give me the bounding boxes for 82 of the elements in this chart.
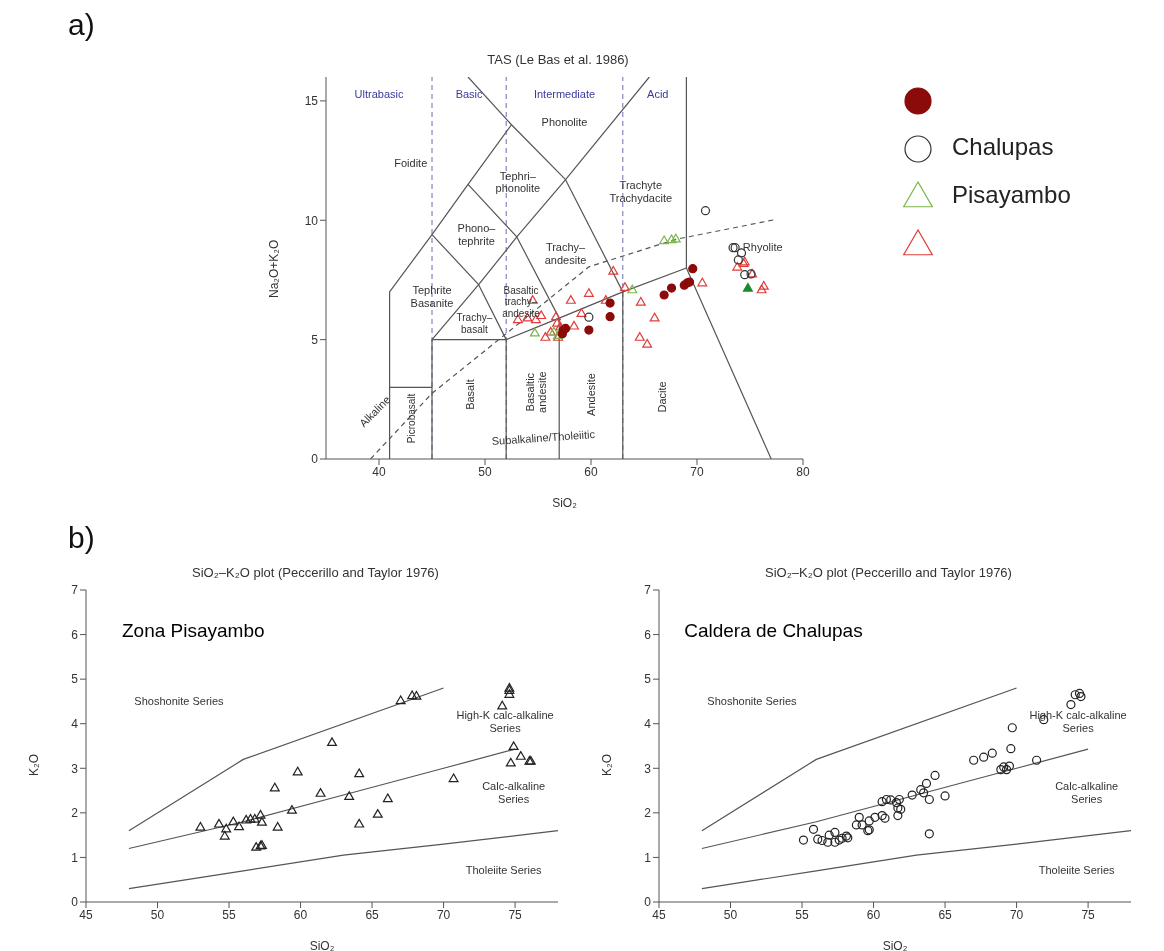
y-tick-label: 5 <box>71 672 79 687</box>
annotation: Ultrabasic <box>354 87 404 100</box>
x-tick-label: 45 <box>79 907 93 922</box>
x-tick-label: 80 <box>796 464 810 479</box>
annotation: Shoshonite Series <box>134 695 225 708</box>
x-tick-label: 65 <box>938 907 953 922</box>
annotation: Basic <box>455 87 484 100</box>
y-tick-label: 0 <box>311 452 319 467</box>
annotation: Basalt <box>464 379 477 410</box>
x-axis-title: SiO₂ <box>882 939 908 951</box>
y-tick-label: 7 <box>71 583 79 598</box>
annotation: Andesite <box>585 373 597 416</box>
text: a) <box>68 8 95 41</box>
annotation: Calc-alkaline Series <box>482 780 546 806</box>
y-tick-label: 3 <box>71 761 79 776</box>
x-axis-title: SiO₂ <box>552 496 578 510</box>
annotation: High-K calc-alkaline Series <box>456 709 554 734</box>
y-tick-label: 7 <box>644 583 652 598</box>
annotation: Calc-alkaline Series <box>1055 780 1119 806</box>
x-tick-label: 50 <box>723 907 738 922</box>
x-tick-label: 55 <box>222 907 237 922</box>
x-tick-label: 50 <box>150 907 165 922</box>
chart-title: TAS (Le Bas et al. 1986) <box>486 52 630 67</box>
y-tick-label: 1 <box>71 850 79 865</box>
annotation: Intermediate <box>533 87 596 100</box>
annotation: Tholeiite Series <box>1038 863 1116 876</box>
chart-title: SiO₂–K₂O plot (Peccerillo and Taylor 1976) <box>191 565 440 580</box>
y-tick-label: 4 <box>644 716 652 731</box>
annotation: Basaltic trachy– andesite <box>502 284 541 319</box>
chart-title: SiO₂–K₂O plot (Peccerillo and Taylor 1976) <box>764 565 1013 580</box>
annotation: Zona Pisayambo <box>121 619 265 641</box>
annotation: Trachyte Trachydacite <box>609 179 673 204</box>
y-tick-label: 0 <box>644 895 652 910</box>
annotation: Caldera de Chalupas <box>684 619 863 641</box>
annotation: Picrobasalt <box>405 393 417 444</box>
x-axis-title: SiO₂ <box>309 939 335 951</box>
y-axis-title: K₂O <box>27 754 42 776</box>
annotation: Subalkaline/Tholeiitic <box>491 427 596 448</box>
annotation: Tephri– phonolite <box>495 169 541 195</box>
y-axis-title: Na₂O+K₂O <box>267 239 282 298</box>
x-tick-label: 60 <box>584 464 598 479</box>
x-tick-label: 75 <box>1081 907 1096 922</box>
x-tick-label: 70 <box>1009 907 1024 922</box>
y-tick-label: 6 <box>71 627 79 642</box>
y-tick-label: 5 <box>311 332 319 347</box>
y-tick-label: 5 <box>644 672 652 687</box>
annotation: Trachy– basalt <box>456 311 493 335</box>
annotation: Rhyolite <box>742 240 783 253</box>
legend-label: Pisayambo <box>952 181 1071 209</box>
annotation: Phono– tephrite <box>457 222 497 247</box>
x-tick-label: 50 <box>478 464 492 479</box>
x-tick-label: 70 <box>690 464 704 479</box>
y-tick-label: 10 <box>304 213 319 228</box>
x-tick-label: 70 <box>436 907 451 922</box>
x-tick-label: 65 <box>365 907 380 922</box>
annotation: Trachy– andesite <box>544 241 587 266</box>
annotation: High-K calc-alkaline Series <box>1029 709 1127 734</box>
x-tick-label: 45 <box>652 907 666 922</box>
x-tick-label: 75 <box>508 907 523 922</box>
y-tick-label: 15 <box>304 94 319 109</box>
x-tick-label: 40 <box>372 464 386 479</box>
x-tick-label: 55 <box>795 907 810 922</box>
annotation: Acid <box>647 87 669 100</box>
y-axis-title: K₂O <box>600 754 615 776</box>
annotation: Phonolite <box>541 116 588 129</box>
y-tick-label: 4 <box>71 716 79 731</box>
annotation: Tholeiite Series <box>465 863 543 876</box>
y-tick-label: 0 <box>71 895 79 910</box>
legend-label: Chalupas <box>952 133 1054 161</box>
x-tick-label: 60 <box>866 907 881 922</box>
annotation: Tephrite Basanite <box>410 284 454 309</box>
y-tick-label: 3 <box>644 761 652 776</box>
x-tick-label: 60 <box>293 907 308 922</box>
y-tick-label: 6 <box>644 627 652 642</box>
annotation: Shoshonite Series <box>707 695 798 708</box>
annotation: Dacite <box>656 381 669 413</box>
annotation: Basaltic andesite <box>523 371 549 413</box>
y-tick-label: 2 <box>644 806 652 821</box>
y-tick-label: 2 <box>71 806 79 821</box>
annotation: Foidite <box>394 156 428 169</box>
y-tick-label: 1 <box>644 850 652 865</box>
text: b) <box>68 521 95 554</box>
